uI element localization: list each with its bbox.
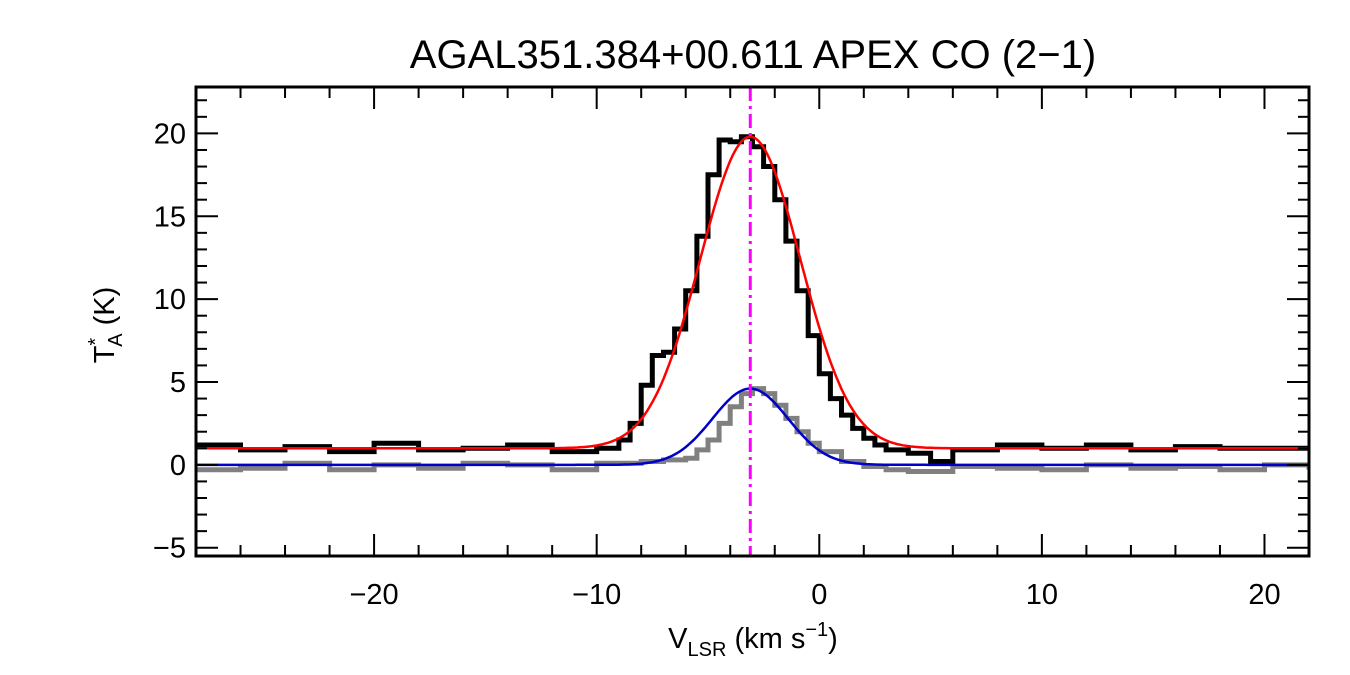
gaussian-fit-line-2 xyxy=(196,135,1309,450)
y-tick-label: 0 xyxy=(170,450,186,482)
chart-title: AGAL351.384+00.611 APEX CO (2−1) xyxy=(410,33,1096,77)
plot-area xyxy=(194,85,1311,558)
spectrum-step-line-1 xyxy=(196,386,1309,474)
spectrum-step-line-0 xyxy=(196,134,1309,464)
y-tick-label: 20 xyxy=(154,118,186,150)
x-tick-label: −10 xyxy=(572,579,621,611)
y-axis: −5 0 5 10 15 20 xyxy=(153,99,1309,565)
x-tick-label: 20 xyxy=(1248,579,1280,611)
x-tick-label: 10 xyxy=(1026,579,1058,611)
y-tick-label: 5 xyxy=(170,367,186,399)
x-tick-label: −20 xyxy=(349,579,398,611)
y-tick-label: 15 xyxy=(154,201,186,233)
plot-frame xyxy=(194,85,1311,558)
x-axis-label: VLSR (km s−1) xyxy=(668,619,838,661)
series-group xyxy=(196,134,1309,474)
y-tick-label: −5 xyxy=(153,533,186,565)
y-tick-label: 10 xyxy=(154,284,186,316)
x-axis: −20 −10 0 10 20 xyxy=(195,87,1310,611)
x-tick-label: 0 xyxy=(811,579,827,611)
gaussian-fit-line-3 xyxy=(196,387,1309,467)
y-axis-label: T*A (K) xyxy=(85,287,127,364)
